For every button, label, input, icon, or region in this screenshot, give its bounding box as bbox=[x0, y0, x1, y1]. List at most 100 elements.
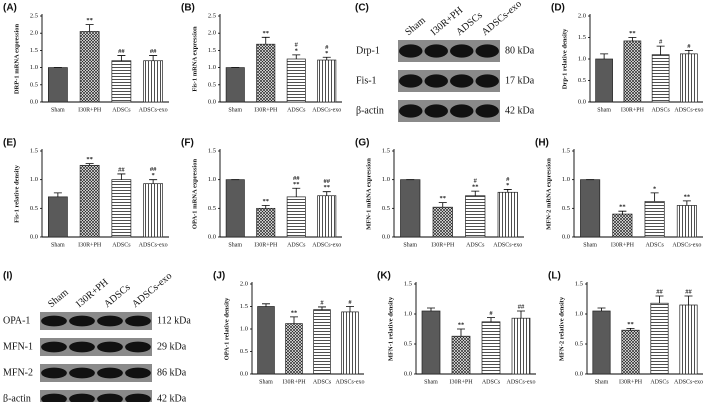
significance-mark: * bbox=[325, 50, 328, 57]
error-bar bbox=[684, 50, 693, 54]
band-size: 86 kDa bbox=[157, 367, 187, 378]
x-tick-label: ADSCs bbox=[466, 242, 485, 248]
blot-band bbox=[41, 341, 67, 353]
error-bar bbox=[618, 210, 627, 215]
bar bbox=[286, 58, 306, 103]
significance-mark: ## bbox=[656, 288, 663, 295]
y-tick-label: 0.0 bbox=[30, 233, 38, 240]
bar bbox=[225, 67, 245, 103]
error-bar bbox=[487, 317, 495, 322]
y-tick-label: 0.5 bbox=[575, 340, 583, 347]
error-bar bbox=[457, 328, 465, 337]
y-tick-label: 1.5 bbox=[575, 280, 583, 287]
x-tick-label: I30R+PH bbox=[282, 379, 306, 385]
significance-mark: ## bbox=[685, 288, 692, 295]
band-size: 42 kDa bbox=[157, 393, 187, 402]
blot-band bbox=[125, 315, 151, 327]
bar bbox=[680, 53, 698, 103]
y-tick-label: 1.5 bbox=[578, 34, 586, 41]
x-tick-label: ADSCs-exo bbox=[506, 379, 535, 385]
x-tick-label: Sham bbox=[259, 379, 273, 385]
significance-mark: # bbox=[325, 44, 329, 51]
bar bbox=[143, 60, 164, 103]
significance-mark: ** bbox=[263, 198, 270, 205]
y-tick-label: 0.5 bbox=[382, 205, 390, 212]
y-tick-label: 1.0 bbox=[404, 310, 412, 317]
error-bar bbox=[262, 303, 270, 307]
error-bar bbox=[684, 295, 693, 305]
significance-mark: ** bbox=[86, 17, 93, 24]
x-tick-label: ADSCs-exo bbox=[674, 379, 703, 385]
y-axis-label: MFN-1 mRNA expression bbox=[365, 158, 372, 230]
blot-band bbox=[41, 393, 67, 402]
blot-band bbox=[69, 367, 95, 379]
y-tick-label: 0.0 bbox=[240, 370, 248, 377]
bar bbox=[225, 179, 245, 238]
blot-band bbox=[475, 104, 499, 118]
error-bar bbox=[149, 179, 158, 184]
y-tick-label: 0.0 bbox=[562, 233, 570, 240]
error-bar bbox=[53, 192, 62, 197]
error-bar bbox=[318, 306, 326, 310]
x-tick-label: ADSCs bbox=[112, 242, 131, 248]
x-tick-label: Sham bbox=[424, 379, 438, 385]
blot-band bbox=[475, 74, 499, 88]
panel-label: (A) bbox=[3, 3, 17, 14]
error-bar bbox=[346, 306, 354, 312]
lane-label: ADSCs-exo bbox=[480, 0, 524, 38]
panel-label: (K) bbox=[377, 271, 391, 282]
significance-mark: ** bbox=[86, 156, 93, 163]
significance-mark: # bbox=[687, 43, 691, 50]
y-axis-label: MFN-1 relative density bbox=[387, 296, 394, 361]
significance-mark: # bbox=[506, 176, 510, 183]
y-axis-label: MFN-2 relative density bbox=[558, 296, 565, 361]
row-label: β-actin bbox=[356, 105, 384, 116]
x-tick-label: ADSCs-exo bbox=[312, 242, 341, 248]
y-tick-label: 0.0 bbox=[404, 370, 412, 377]
bar bbox=[79, 31, 100, 103]
error-bar bbox=[517, 310, 525, 319]
significance-mark: ** bbox=[440, 195, 447, 202]
x-tick-label: ADSCs bbox=[287, 107, 306, 113]
error-bar bbox=[503, 189, 512, 193]
significance-mark: ## bbox=[150, 48, 157, 55]
y-tick-label: 1.5 bbox=[208, 47, 216, 54]
x-tick-label: Sham bbox=[597, 107, 611, 113]
y-axis-label: Drp-1 relative density bbox=[561, 28, 568, 89]
blot-band bbox=[125, 367, 151, 379]
error-bar bbox=[471, 190, 480, 196]
y-tick-label: 1.5 bbox=[30, 47, 38, 54]
y-tick-label: 0.0 bbox=[208, 233, 216, 240]
bar bbox=[256, 43, 276, 103]
panel-label: (C) bbox=[355, 3, 369, 14]
error-bar bbox=[85, 24, 94, 32]
bar bbox=[421, 310, 441, 375]
bar bbox=[612, 213, 633, 238]
blot-band bbox=[69, 341, 95, 353]
panel-label: (B) bbox=[181, 3, 195, 14]
y-tick-label: 1.5 bbox=[562, 147, 570, 154]
error-bar bbox=[322, 56, 331, 61]
significance-mark: ## bbox=[518, 303, 525, 310]
bar bbox=[679, 304, 698, 375]
y-tick-label: 1.0 bbox=[382, 176, 390, 183]
x-tick-label: ADSCs-exo bbox=[139, 242, 168, 248]
blot-band bbox=[450, 104, 474, 118]
x-tick-label: Sham bbox=[583, 242, 597, 248]
blot-band bbox=[424, 44, 448, 58]
panel-label: (E) bbox=[3, 138, 16, 149]
blot-band bbox=[97, 341, 123, 353]
significance-mark: * bbox=[506, 182, 509, 189]
lane-label: Sham bbox=[403, 15, 428, 38]
x-tick-label: ADSCs bbox=[482, 379, 501, 385]
y-tick-label: 1.5 bbox=[208, 147, 216, 154]
y-tick-label: 2.5 bbox=[208, 12, 216, 19]
y-tick-label: 0.5 bbox=[404, 340, 412, 347]
y-tick-label: 0.5 bbox=[208, 81, 216, 88]
error-bar bbox=[655, 295, 664, 304]
y-axis-label: DRP-1 mRNA expression bbox=[13, 23, 20, 94]
band-size: 112 kDa bbox=[157, 315, 191, 326]
x-tick-label: ADSCs bbox=[313, 379, 332, 385]
panel-label: (J) bbox=[213, 271, 225, 282]
significance-mark: ## bbox=[324, 178, 331, 185]
